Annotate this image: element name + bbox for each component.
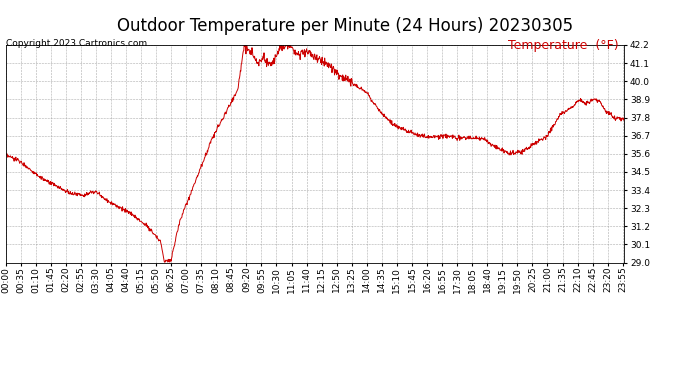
Text: Copyright 2023 Cartronics.com: Copyright 2023 Cartronics.com: [6, 39, 147, 48]
Text: Temperature  (°F): Temperature (°F): [509, 39, 619, 53]
Text: Outdoor Temperature per Minute (24 Hours) 20230305: Outdoor Temperature per Minute (24 Hours…: [117, 17, 573, 35]
